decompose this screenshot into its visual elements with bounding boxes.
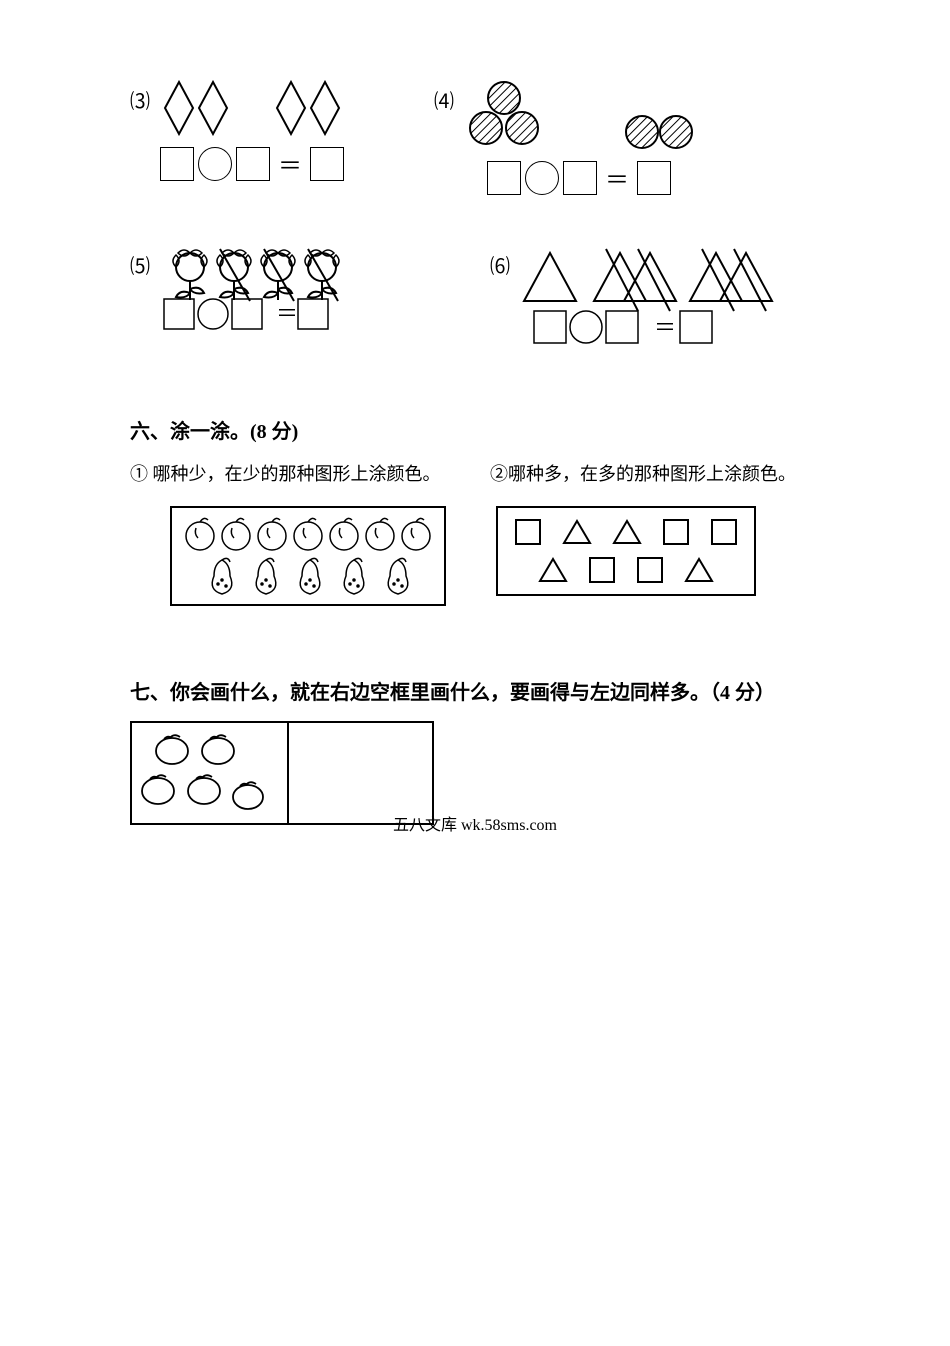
problem-3: ⑶ ＝ [130, 80, 344, 195]
problem-6: ⑹ [490, 245, 780, 355]
shapes-row-2 [514, 556, 738, 584]
diamond-icon [309, 80, 341, 136]
square-icon [588, 556, 616, 584]
problem-4-equation: ＝ [487, 160, 671, 195]
square-icon [514, 518, 542, 546]
triangle-icon [538, 556, 568, 584]
svg-text:＝: ＝ [654, 315, 676, 340]
problem-4-body: ＝ [464, 80, 694, 195]
page: ⑶ ＝ [0, 0, 950, 865]
row-3-4: ⑶ ＝ [130, 80, 820, 195]
operator-box[interactable] [525, 161, 559, 195]
equals-sign: ＝ [605, 160, 629, 195]
section-6-sub1: ① 哪种少，在少的那种图形上涂颜色。 [130, 460, 460, 496]
section-6-boxes [130, 506, 820, 606]
problem-6-label: ⑹ [490, 250, 510, 279]
answer-box[interactable] [563, 161, 597, 195]
square-icon [710, 518, 738, 546]
answer-box[interactable] [160, 147, 194, 181]
answer-box[interactable] [236, 147, 270, 181]
problem-5-label: ⑸ [130, 250, 150, 279]
flowers-icon: ＝ [160, 245, 360, 335]
problem-5: ⑸ [130, 245, 360, 355]
draw-box-left [132, 723, 289, 823]
problem-5-body: ＝ [160, 245, 360, 335]
compare-box-2 [496, 506, 756, 596]
problem-3-label: ⑶ [130, 85, 150, 114]
diamond-icon [163, 80, 195, 136]
pears-row-icon [182, 554, 434, 598]
square-icon [636, 556, 664, 584]
row-5-6: ⑸ [130, 245, 820, 355]
problem-4-pictures [464, 80, 694, 150]
problem-6-body: ＝ [520, 245, 780, 355]
svg-text:＝: ＝ [276, 301, 298, 326]
answer-box[interactable] [310, 147, 344, 181]
diamond-icon [275, 80, 307, 136]
shapes-row-1 [514, 518, 738, 546]
triangle-icon [612, 518, 642, 546]
triangle-icon [684, 556, 714, 584]
problem-4-label: ⑷ [434, 85, 454, 114]
problem-3-pictures [163, 80, 341, 136]
section-6-row: ① 哪种少，在少的那种图形上涂颜色。 ②哪种多，在多的那种图形上涂颜色。 [130, 460, 820, 496]
tomatoes-icon [138, 729, 278, 815]
section-6-sub1-text: ① 哪种少，在少的那种图形上涂颜色。 [130, 460, 460, 486]
compare-box-1 [170, 506, 446, 606]
section-6-title: 六、涂一涂。(8 分) [130, 415, 820, 444]
diamond-group-1 [163, 80, 229, 136]
apples-row-icon [182, 514, 434, 554]
operator-box[interactable] [198, 147, 232, 181]
diamond-icon [197, 80, 229, 136]
ball-cluster-icon [464, 80, 544, 150]
ball-pair-icon [624, 114, 694, 150]
draw-box-right[interactable] [289, 723, 432, 823]
square-icon [662, 518, 690, 546]
answer-box[interactable] [637, 161, 671, 195]
diamond-group-2 [275, 80, 341, 136]
footer-text: 五八文库 wk.58sms.com [0, 811, 950, 835]
section-6-sub2-text: ②哪种多，在多的那种图形上涂颜色。 [490, 460, 820, 486]
triangle-icon [562, 518, 592, 546]
equals-sign: ＝ [278, 146, 302, 181]
section-7-title: 七、你会画什么，就在右边空框里画什么，要画得与左边同样多。（4 分） [130, 676, 820, 705]
draw-box [130, 721, 434, 825]
answer-box[interactable] [487, 161, 521, 195]
triangles-icon: ＝ [520, 245, 780, 355]
section-6-sub2: ②哪种多，在多的那种图形上涂颜色。 [490, 460, 820, 496]
problem-3-equation: ＝ [160, 146, 344, 181]
problem-3-body: ＝ [160, 80, 344, 181]
problem-4: ⑷ [434, 80, 694, 195]
